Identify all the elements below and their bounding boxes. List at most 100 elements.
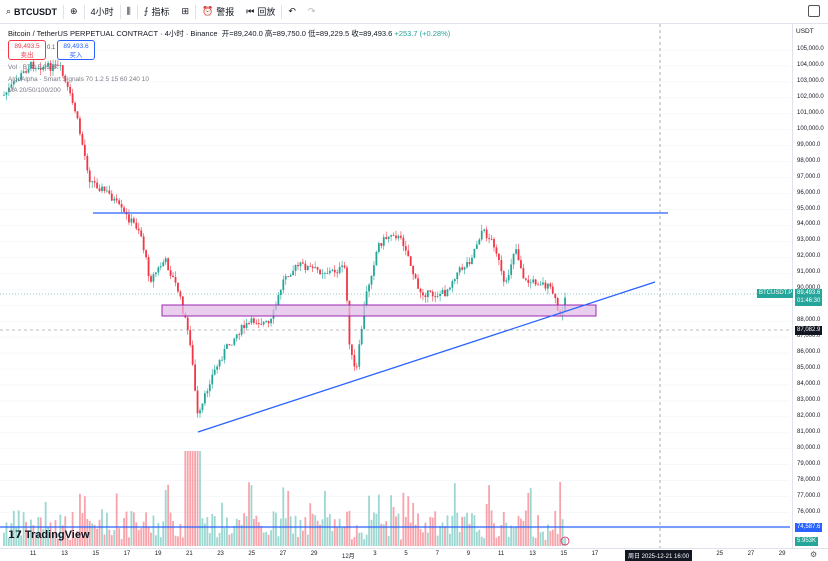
tradingview-logo[interactable]: 𝟭𝟳 TradingView: [8, 529, 90, 541]
candle-body: [302, 262, 304, 264]
volume-bar: [235, 518, 238, 546]
candle-body: [113, 198, 116, 201]
candle-body: [49, 62, 52, 71]
candle-body: [520, 260, 522, 269]
replay-button[interactable]: ⏮ 回放: [240, 0, 281, 24]
volume-bar: [240, 524, 243, 546]
candle-body: [355, 366, 358, 368]
volume-bar: [431, 517, 434, 546]
volume-bar: [373, 512, 375, 546]
candle-body: [390, 235, 392, 237]
ma-indicator-label[interactable]: MA 20/50/100/200: [8, 87, 61, 94]
chart-type-button[interactable]: ⫼: [121, 0, 137, 24]
time-axis[interactable]: 周日 2025-12-21 16:00 11 13 15 17 19 21 23 25 27 29…: [0, 548, 828, 561]
price-tick: 81,000.0: [797, 428, 821, 435]
volume-bar: [380, 523, 383, 546]
currency-label[interactable]: USDT: [796, 28, 814, 35]
volume-bars: [3, 451, 566, 546]
price-tick: 84,000.0: [797, 380, 821, 387]
candle-body: [461, 267, 464, 270]
candle-body: [230, 344, 233, 346]
fullscreen-icon[interactable]: [808, 5, 820, 17]
candle-body: [306, 265, 309, 270]
support-zone-rectangle[interactable]: [161, 304, 597, 317]
time-tick: 27: [747, 551, 755, 557]
alert-button[interactable]: ⏰ 警报: [196, 0, 240, 24]
candle-body: [333, 269, 336, 273]
volume-bar: [434, 511, 437, 546]
volume-bar: [108, 529, 111, 546]
volume-bar: [54, 520, 57, 546]
volume-bar: [196, 451, 199, 546]
volume-bar: [502, 512, 505, 546]
volume-bar: [451, 515, 454, 546]
candle-body: [140, 230, 143, 237]
volume-bar: [22, 512, 25, 546]
layout-button[interactable]: ⊞: [175, 0, 195, 24]
candle-body: [270, 318, 272, 324]
volume-bar: [284, 518, 287, 546]
bar-countdown: 01:46:30: [795, 297, 823, 306]
event-marker-icon[interactable]: [560, 536, 570, 546]
candle-body: [483, 229, 486, 231]
indicators-button[interactable]: ⨍ 指标: [138, 0, 176, 24]
volume-bar: [74, 537, 76, 546]
candle-body: [485, 229, 488, 239]
symbol-search-button[interactable]: ⌕ BTCUSDT: [0, 0, 63, 24]
candle-body: [150, 276, 152, 282]
candle-body: [91, 181, 94, 183]
volume-bar: [265, 531, 268, 546]
candle-body: [409, 256, 412, 267]
price-tick: 97,000.0: [797, 173, 821, 180]
candle-body: [500, 260, 503, 272]
symbol-label: BTCUSDT: [14, 6, 58, 17]
volume-bar: [314, 515, 317, 546]
volume-bar: [446, 515, 449, 546]
settings-gear-icon[interactable]: ⚙: [810, 550, 818, 559]
volume-bar: [549, 531, 552, 546]
volume-bar: [79, 493, 81, 546]
volume-bar: [512, 527, 515, 546]
volume-bar: [338, 518, 341, 546]
candle-body: [32, 61, 35, 69]
volume-bar: [564, 537, 566, 546]
candle-body: [429, 290, 432, 292]
candle-body: [15, 80, 18, 82]
price-axis[interactable]: 105,000.0 104,000.0 103,000.0 102,000.0 101,…: [792, 24, 828, 548]
add-symbol-button[interactable]: ⊕: [64, 0, 84, 24]
volume-bar: [387, 535, 390, 546]
time-tick: 5: [404, 551, 408, 557]
volume-bar: [194, 451, 196, 546]
candle-body: [201, 403, 204, 411]
candle-body: [346, 267, 348, 301]
volume-bar: [355, 525, 358, 546]
volume-bar: [302, 530, 304, 546]
buy-button[interactable]: 89,493.6 买入: [57, 40, 95, 60]
candle-body: [392, 235, 395, 236]
time-tick: 19: [154, 551, 162, 557]
volume-indicator-label[interactable]: Vol · BTC 5.953K: [8, 64, 59, 71]
sell-price: 89,493.5: [14, 43, 40, 50]
price-tick: 85,000.0: [797, 365, 821, 371]
ascending-trendline[interactable]: [197, 281, 656, 433]
candle-body: [120, 204, 123, 208]
candle-body: [3, 94, 5, 96]
price-tick: 77,000.0: [797, 492, 821, 499]
candle-body: [294, 265, 297, 271]
sell-button[interactable]: 89,493.5 卖出: [8, 40, 46, 60]
candle-body: [235, 334, 238, 339]
candle-body: [86, 155, 89, 171]
candle-body: [424, 295, 427, 298]
redo-button[interactable]: ↷: [302, 0, 322, 24]
divider: [83, 4, 85, 19]
candle-body: [61, 65, 64, 76]
signals-indicator-label[interactable]: AlgoAlpha · Smart Signals 70 1.2 5 15 60…: [8, 76, 149, 83]
price-chart[interactable]: [0, 24, 790, 548]
volume-bar: [162, 521, 165, 546]
candle-body: [135, 222, 138, 229]
undo-button[interactable]: ↶: [282, 0, 302, 24]
interval-button[interactable]: 4小时: [85, 0, 120, 24]
volume-bar: [115, 493, 118, 546]
volume-bar: [422, 532, 424, 546]
candle-body: [37, 67, 40, 69]
